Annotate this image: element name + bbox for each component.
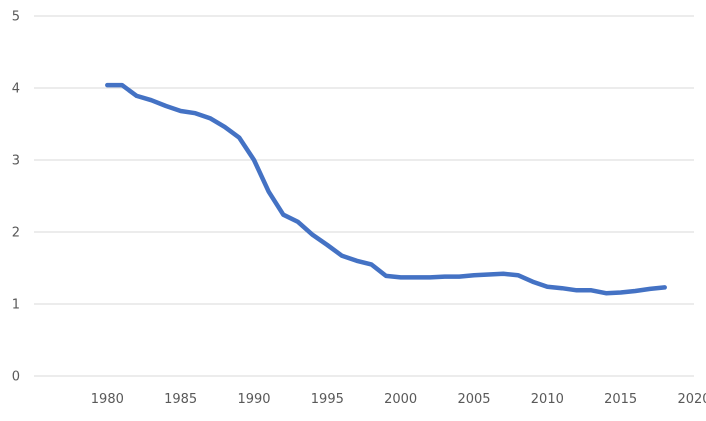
x-tick-label: 1990 xyxy=(237,392,270,407)
x-tick-label: 2010 xyxy=(531,392,564,407)
x-tick-label: 1995 xyxy=(311,392,344,407)
x-axis-tick-labels: 1980 1985 1990 1995 2000 2005 2010 2015 2020 xyxy=(91,392,706,407)
x-tick-label: 2015 xyxy=(604,392,637,407)
y-axis-tick-labels: 0 1 2 3 4 5 xyxy=(12,10,20,385)
x-tick-label: 1980 xyxy=(91,392,124,407)
x-tick-label: 2005 xyxy=(457,392,490,407)
x-tick-label: 2020 xyxy=(677,392,706,407)
y-tick-label: 0 xyxy=(12,370,20,385)
x-tick-label: 1985 xyxy=(164,392,197,407)
y-tick-label: 2 xyxy=(12,226,20,241)
series-layer xyxy=(105,82,667,296)
x-tick-label: 2000 xyxy=(384,392,417,407)
y-tick-label: 4 xyxy=(12,82,20,97)
y-tick-label: 3 xyxy=(12,154,20,169)
y-tick-label: 1 xyxy=(12,298,20,313)
y-tick-label: 5 xyxy=(12,10,20,25)
gridlines xyxy=(34,15,694,377)
series-line-0 xyxy=(105,82,667,296)
